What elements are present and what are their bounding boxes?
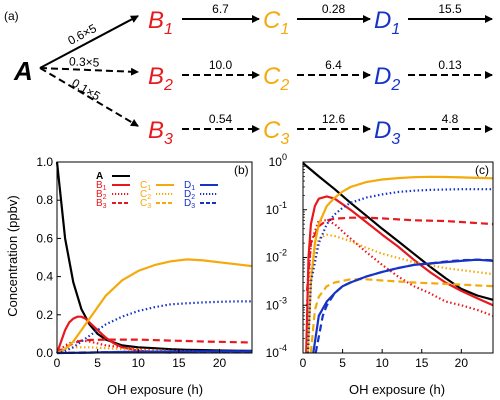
panel-b-label: (b) — [234, 163, 249, 177]
y-tick-label: 0.6 — [36, 231, 53, 245]
y-tick-label: 10-2 — [266, 248, 287, 265]
series-line-C1 — [56, 258, 253, 354]
x-tick-label: 0 — [300, 356, 307, 370]
legend-label-B2: B2 — [96, 189, 107, 201]
legend-label-C1: C1 — [140, 180, 151, 192]
arrow-A-to-B1 — [39, 15, 139, 69]
x-tick-label: 15 — [172, 356, 186, 370]
y-tick-label: 0.0 — [36, 346, 53, 360]
y-tick-label: 0.4 — [36, 270, 53, 284]
series-line-B2 — [56, 339, 253, 354]
node-C1: C1 — [263, 7, 289, 38]
x-tick-label: 10 — [132, 356, 146, 370]
x-tick-label: 0 — [54, 356, 61, 370]
panel-c-chart: (c) OH exposure (h) 0 5 10 15 20 10-4 10-3 10-2… — [266, 152, 494, 397]
x-axis-label-c: OH exposure (h) — [349, 382, 445, 397]
y-tick-label: 100 — [269, 152, 287, 169]
rate-label: 0.28 — [322, 2, 346, 16]
series-line-B3 — [305, 216, 494, 291]
x-tick-label: 5 — [94, 356, 101, 370]
branch-rate-label: 0.1×5 — [69, 76, 103, 104]
series-line-D3 — [314, 258, 494, 354]
legend-label-D1: D1 — [184, 180, 195, 192]
series-line-D3 — [56, 350, 253, 355]
series-line-D2 — [56, 300, 252, 355]
rate-label: 4.8 — [442, 112, 459, 126]
legend-label-B3: B3 — [96, 198, 107, 210]
legend-label-C3: C3 — [140, 198, 151, 210]
y-tick-label: 0.2 — [36, 308, 53, 322]
y-tick-label: 0.8 — [36, 193, 53, 207]
x-axis-label-b: OH exposure (h) — [107, 382, 203, 397]
y-tick-label: 10-1 — [266, 200, 287, 217]
rate-label: 0.54 — [209, 112, 233, 126]
panel-c-label: (c) — [475, 163, 489, 177]
rate-label: 0.13 — [438, 58, 462, 72]
node-B3: B3 — [148, 117, 173, 148]
rate-label: 10.0 — [209, 58, 233, 72]
legend-label-D3: D3 — [184, 198, 195, 210]
series-line-D2 — [306, 188, 493, 354]
y-tick-label: 1.0 — [36, 155, 53, 169]
node-B2: B2 — [148, 63, 173, 94]
rate-label: 15.5 — [438, 2, 462, 16]
plot-frame-b — [56, 161, 253, 354]
x-tick-label: 15 — [415, 356, 429, 370]
arrow-A-to-B3 — [39, 67, 139, 127]
legend-label-A: A — [96, 171, 103, 182]
node-C3: C3 — [263, 117, 289, 148]
x-tick-label: 5 — [339, 356, 346, 370]
y-tick-label: 10-4 — [266, 343, 287, 360]
panel-b-chart: (b) Concentration (ppbv) OH exposure (h)… — [5, 155, 253, 397]
legend-label-B1: B1 — [96, 180, 107, 192]
plot-frame-c — [302, 161, 494, 354]
rate-label: 12.6 — [322, 112, 346, 126]
rate-label: 6.4 — [325, 58, 342, 72]
node-C2: C2 — [263, 63, 289, 94]
legend-label-C2: C2 — [140, 189, 151, 201]
y-axis-label: Concentration (ppbv) — [5, 195, 20, 316]
branch-rate-label: 0.6×5 — [65, 21, 99, 48]
series-line-A — [302, 162, 494, 301]
x-tick-label: 10 — [375, 356, 389, 370]
node-D2: D2 — [374, 63, 400, 94]
series-line-B1 — [305, 195, 494, 354]
x-tick-label: 20 — [455, 356, 469, 370]
reaction-scheme: (a) A 0.6×5 B1 6.7 C1 0.28 D1 15.5 0.3×5 B2 10.0 C… — [4, 2, 493, 148]
legend-label-D2: D2 — [184, 189, 195, 201]
x-tick-label: 20 — [213, 356, 227, 370]
node-D3: D3 — [374, 117, 400, 148]
series-line-C1 — [306, 175, 494, 354]
rate-label: 6.7 — [212, 2, 229, 16]
branch-rate-label: 0.3×5 — [69, 54, 100, 69]
panel-a-label: (a) — [4, 9, 19, 23]
series-line-C3 — [309, 278, 494, 354]
node-B1: B1 — [148, 7, 173, 38]
node-D1: D1 — [374, 7, 400, 38]
source-node-A: A — [13, 56, 33, 86]
arrow-A-to-B2 — [39, 67, 139, 76]
series-line-C2 — [307, 233, 494, 354]
y-tick-label: 10-3 — [266, 295, 287, 312]
